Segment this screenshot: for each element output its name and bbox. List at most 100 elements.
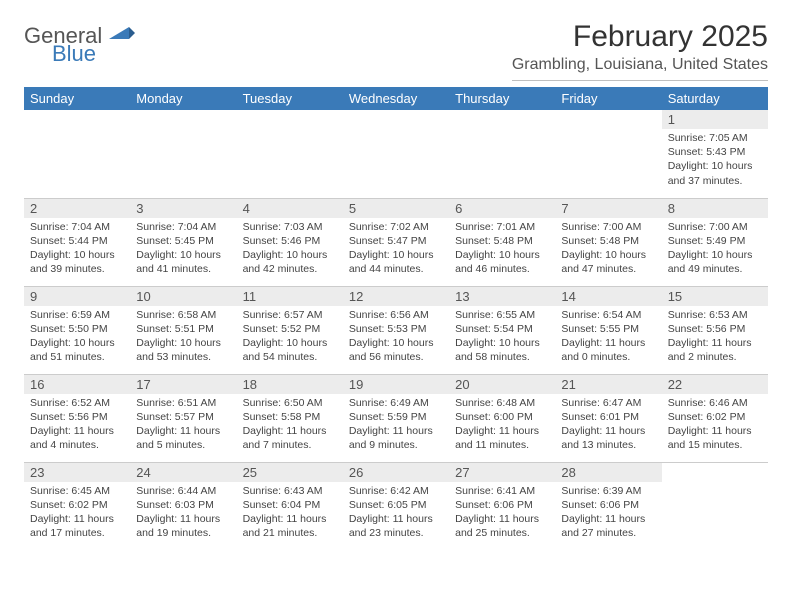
- day-info: Sunrise: 6:41 AMSunset: 6:06 PMDaylight:…: [449, 482, 555, 545]
- daylight-line: Daylight: 10 hours and 41 minutes.: [136, 249, 221, 275]
- calendar-day-cell: [662, 462, 768, 550]
- day-number: 2: [24, 199, 130, 218]
- sunrise-line: Sunrise: 6:52 AM: [30, 397, 110, 409]
- day-info: Sunrise: 6:48 AMSunset: 6:00 PMDaylight:…: [449, 394, 555, 457]
- day-number: 19: [343, 375, 449, 394]
- weekday-wednesday: Wednesday: [343, 87, 449, 110]
- sunrise-line: Sunrise: 6:44 AM: [136, 485, 216, 497]
- weekday-thursday: Thursday: [449, 87, 555, 110]
- page-header: General Blue February 2025 Grambling, Lo…: [24, 20, 768, 81]
- sunset-line: Sunset: 5:59 PM: [349, 411, 427, 423]
- day-info: Sunrise: 7:00 AMSunset: 5:49 PMDaylight:…: [662, 218, 768, 281]
- calendar-day-cell: 16 Sunrise: 6:52 AM Sunset: 5:56 PM Dayligh…: [24, 374, 130, 462]
- calendar-day-cell: [24, 110, 130, 198]
- calendar-table: Sunday Monday Tuesday Wednesday Thursday…: [24, 87, 768, 550]
- daylight-line: Daylight: 11 hours and 4 minutes.: [30, 425, 114, 451]
- day-number: 12: [343, 287, 449, 306]
- sunrise-line: Sunrise: 6:43 AM: [243, 485, 323, 497]
- sunset-line: Sunset: 6:06 PM: [455, 499, 533, 511]
- daylight-line: Daylight: 10 hours and 44 minutes.: [349, 249, 434, 275]
- day-number: 7: [555, 199, 661, 218]
- sunset-line: Sunset: 5:56 PM: [30, 411, 108, 423]
- sunset-line: Sunset: 5:57 PM: [136, 411, 214, 423]
- calendar-day-cell: 26Sunrise: 6:42 AMSunset: 6:05 PMDayligh…: [343, 462, 449, 550]
- day-info: Sunrise: 6:42 AMSunset: 6:05 PMDaylight:…: [343, 482, 449, 545]
- sunset-line: Sunset: 6:06 PM: [561, 499, 639, 511]
- sunrise-line: Sunrise: 6:42 AM: [349, 485, 429, 497]
- calendar-week-row: 2Sunrise: 7:04 AMSunset: 5:44 PMDaylight…: [24, 198, 768, 286]
- calendar-day-cell: [130, 110, 236, 198]
- sunset-line: Sunset: 5:52 PM: [243, 323, 321, 335]
- sunset-line: Sunset: 5:50 PM: [30, 323, 108, 335]
- calendar-week-row: 16 Sunrise: 6:52 AM Sunset: 5:56 PM Dayligh…: [24, 374, 768, 462]
- day-number: 10: [130, 287, 236, 306]
- day-info: Sunrise: 6:57 AM Sunset: 5:52 PM Daylight:…: [237, 306, 343, 369]
- day-number: 28: [555, 463, 661, 482]
- sunrise-line: Sunrise: 6:53 AM: [668, 309, 748, 321]
- day-info: Sunrise: 6:54 AMSunset: 5:55 PMDaylight:…: [555, 306, 661, 369]
- sunrise-line: Sunrise: 6:39 AM: [561, 485, 641, 497]
- sunset-line: Sunset: 5:48 PM: [455, 235, 533, 247]
- day-number: 3: [130, 199, 236, 218]
- day-number: 13: [449, 287, 555, 306]
- day-number: 27: [449, 463, 555, 482]
- sunrise-line: Sunrise: 6:49 AM: [349, 397, 429, 409]
- day-info: Sunrise: 6:45 AMSunset: 6:02 PMDaylight:…: [24, 482, 130, 545]
- calendar-day-cell: 17Sunrise: 6:51 AMSunset: 5:57 PMDayligh…: [130, 374, 236, 462]
- calendar-day-cell: [555, 110, 661, 198]
- daylight-line: Daylight: 11 hours and 7 minutes.: [243, 425, 327, 451]
- sunrise-line: Sunrise: 6:46 AM: [668, 397, 748, 409]
- day-number: 6: [449, 199, 555, 218]
- sunset-line: Sunset: 5:43 PM: [668, 146, 746, 158]
- weekday-header-row: Sunday Monday Tuesday Wednesday Thursday…: [24, 87, 768, 110]
- logo-flag-icon: [109, 25, 135, 43]
- day-number: 16: [24, 375, 130, 394]
- day-info: Sunrise: 6:52 AM Sunset: 5:56 PM Daylight:…: [24, 394, 130, 457]
- title-block: February 2025 Grambling, Louisiana, Unit…: [512, 20, 768, 81]
- sunset-line: Sunset: 5:53 PM: [349, 323, 427, 335]
- day-info: Sunrise: 6:49 AM Sunset: 5:59 PM Daylight:…: [343, 394, 449, 457]
- sunset-line: Sunset: 5:47 PM: [349, 235, 427, 247]
- calendar-day-cell: 6Sunrise: 7:01 AMSunset: 5:48 PMDaylight…: [449, 198, 555, 286]
- day-info: Sunrise: 6:46 AMSunset: 6:02 PMDaylight:…: [662, 394, 768, 457]
- daylight-line: Daylight: 10 hours and 51 minutes.: [30, 337, 115, 363]
- logo-word2: Blue: [52, 42, 135, 65]
- sunset-line: Sunset: 5:56 PM: [668, 323, 746, 335]
- sunrise-line: Sunrise: 7:03 AM: [243, 221, 323, 233]
- daylight-line: Daylight: 10 hours and 47 minutes.: [561, 249, 646, 275]
- day-number: 21: [555, 375, 661, 394]
- day-number: 11: [237, 287, 343, 306]
- sunset-line: Sunset: 5:54 PM: [455, 323, 533, 335]
- sunset-line: Sunset: 6:02 PM: [668, 411, 746, 423]
- sunrise-line: Sunrise: 6:51 AM: [136, 397, 216, 409]
- sunrise-line: Sunrise: 7:04 AM: [30, 221, 110, 233]
- daylight-line: Daylight: 10 hours and 54 minutes.: [243, 337, 328, 363]
- daylight-line: Daylight: 10 hours and 56 minutes.: [349, 337, 434, 363]
- daylight-line: Daylight: 11 hours and 9 minutes.: [349, 425, 433, 451]
- sunrise-line: Sunrise: 6:48 AM: [455, 397, 535, 409]
- sunset-line: Sunset: 5:58 PM: [243, 411, 321, 423]
- sunset-line: Sunset: 5:49 PM: [668, 235, 746, 247]
- day-info: Sunrise: 6:51 AMSunset: 5:57 PMDaylight:…: [130, 394, 236, 457]
- daylight-line: Daylight: 10 hours and 53 minutes.: [136, 337, 221, 363]
- sunrise-line: Sunrise: 7:00 AM: [561, 221, 641, 233]
- daylight-line: Daylight: 10 hours and 37 minutes.: [668, 160, 753, 186]
- calendar-day-cell: [237, 110, 343, 198]
- day-number: 20: [449, 375, 555, 394]
- calendar-day-cell: 14Sunrise: 6:54 AMSunset: 5:55 PMDayligh…: [555, 286, 661, 374]
- daylight-line: Daylight: 11 hours and 23 minutes.: [349, 513, 433, 539]
- daylight-line: Daylight: 11 hours and 0 minutes.: [561, 337, 645, 363]
- sunrise-line: Sunrise: 6:57 AM: [243, 309, 323, 321]
- daylight-line: Daylight: 11 hours and 11 minutes.: [455, 425, 539, 451]
- calendar-day-cell: [343, 110, 449, 198]
- calendar-day-cell: 28 Sunrise: 6:39 AM Sunset: 6:06 PM Dayligh…: [555, 462, 661, 550]
- day-info: Sunrise: 6:39 AM Sunset: 6:06 PM Daylight:…: [555, 482, 661, 545]
- day-info: Sunrise: 7:00 AM Sunset: 5:48 PM Daylight:…: [555, 218, 661, 281]
- sunrise-line: Sunrise: 7:02 AM: [349, 221, 429, 233]
- sunset-line: Sunset: 5:48 PM: [561, 235, 639, 247]
- calendar-day-cell: 27Sunrise: 6:41 AMSunset: 6:06 PMDayligh…: [449, 462, 555, 550]
- daylight-line: Daylight: 11 hours and 27 minutes.: [561, 513, 645, 539]
- sunrise-line: Sunrise: 6:59 AM: [30, 309, 110, 321]
- calendar-day-cell: 4Sunrise: 7:03 AMSunset: 5:46 PMDaylight…: [237, 198, 343, 286]
- day-number: 4: [237, 199, 343, 218]
